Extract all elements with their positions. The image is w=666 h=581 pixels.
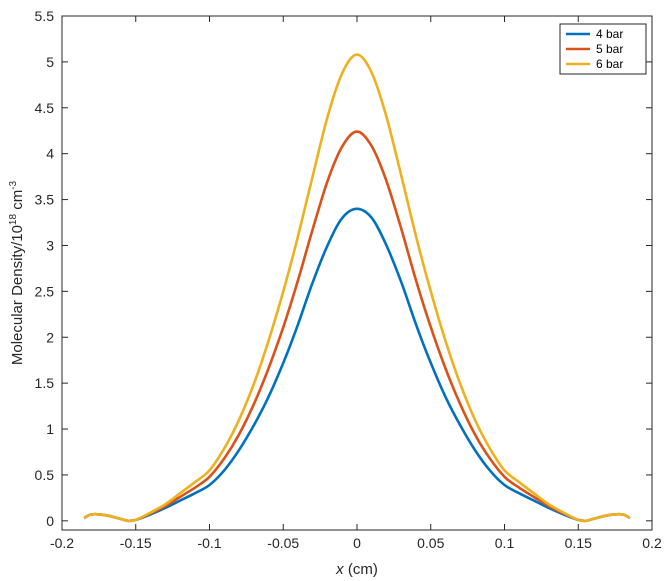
y-tick-label: 4.5 — [35, 100, 55, 116]
legend-label-1: 4 bar — [596, 27, 623, 41]
plot-area — [61, 15, 653, 531]
x-tick-label: -0.1 — [197, 535, 221, 551]
legend-label-2: 5 bar — [596, 42, 623, 56]
series-line-2 — [83, 130, 631, 523]
x-tick-label: -0.2 — [50, 535, 74, 551]
y-axis-title-main: Molecular Density/10 — [9, 225, 26, 365]
legend-label-3: 6 bar — [596, 57, 623, 71]
x-tick-label: 0.2 — [642, 535, 662, 551]
y-axis-title-exponent: 18 — [8, 214, 19, 226]
x-tick-label: 0.1 — [495, 535, 515, 551]
x-tick-label: 0.15 — [565, 535, 592, 551]
x-tick-label: -0.15 — [120, 535, 152, 551]
tick-marks — [61, 15, 653, 530]
x-axis-variable: x — [335, 561, 344, 578]
series-line-3 — [83, 53, 631, 523]
y-tick-label: 2.5 — [35, 283, 55, 299]
y-axis-title-unit: cm — [9, 190, 26, 214]
x-tick-label: 0.05 — [417, 535, 444, 551]
y-axis-title-unit-exponent: -3 — [8, 180, 19, 189]
series-lines — [83, 53, 631, 523]
x-axis-unit: (cm) — [344, 561, 378, 578]
y-tick-label: 2 — [46, 329, 54, 345]
y-tick-label: 1.5 — [35, 375, 55, 391]
y-tick-label: 0.5 — [35, 467, 55, 483]
y-tick-label: 3 — [46, 237, 54, 253]
x-tick-label: 0 — [353, 535, 361, 551]
y-tick-label: 0 — [46, 513, 54, 529]
x-tick-labels: -0.2 -0.15 -0.1 -0.05 0 0.05 0.1 0.15 0.2 — [50, 535, 662, 551]
y-tick-labels: 0 0.5 1 1.5 2 2.5 3 3.5 4 4.5 5 5.5 — [35, 8, 55, 529]
x-axis-title: x (cm) — [335, 561, 378, 578]
series-line-1 — [83, 207, 631, 523]
y-tick-label: 5.5 — [35, 8, 55, 24]
y-tick-label: 3.5 — [35, 192, 55, 208]
y-tick-label: 4 — [46, 146, 54, 162]
y-tick-label: 5 — [46, 54, 54, 70]
y-tick-label: 1 — [46, 421, 54, 437]
y-axis-title: Molecular Density/1018 cm-3 — [8, 180, 26, 365]
x-tick-label: -0.05 — [267, 535, 299, 551]
